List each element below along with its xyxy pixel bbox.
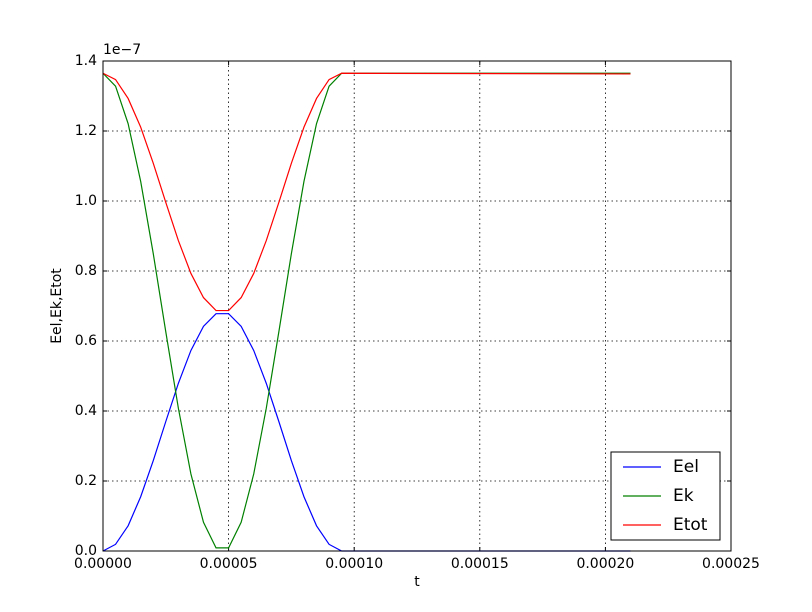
series-line [102,72,631,312]
legend-label: Eel [673,457,699,477]
y-tick-label: 0.4 [75,403,97,419]
x-axis-label: t [414,574,420,590]
series-line [102,72,631,549]
y-tick-label: 1.0 [75,193,97,209]
y-offset-label: 1e−7 [103,42,141,58]
plot-frame [102,60,732,552]
legend: Eel Ek Etot [610,451,721,541]
y-axis-label: Eel,Ek,Etot [49,268,65,344]
y-tick-label: 0.8 [75,263,97,279]
x-tick-label: 0.00005 [200,556,258,572]
series-line [102,313,631,552]
y-tick-label: 1.2 [75,123,97,139]
y-tick-label: 0.0 [75,543,97,559]
legend-label: Etot [673,515,708,535]
legend-label: Ek [673,486,694,506]
x-tick-label: 0.00000 [74,556,132,572]
y-tick-label: 1.4 [75,53,97,69]
x-tick-label: 0.00020 [576,556,634,572]
x-tick-label: 0.00015 [451,556,509,572]
x-tick-label: 0.00025 [702,556,760,572]
y-tick-label: 0.6 [75,333,97,349]
x-tick-label: 0.00010 [325,556,383,572]
y-tick-label: 0.2 [75,473,97,489]
